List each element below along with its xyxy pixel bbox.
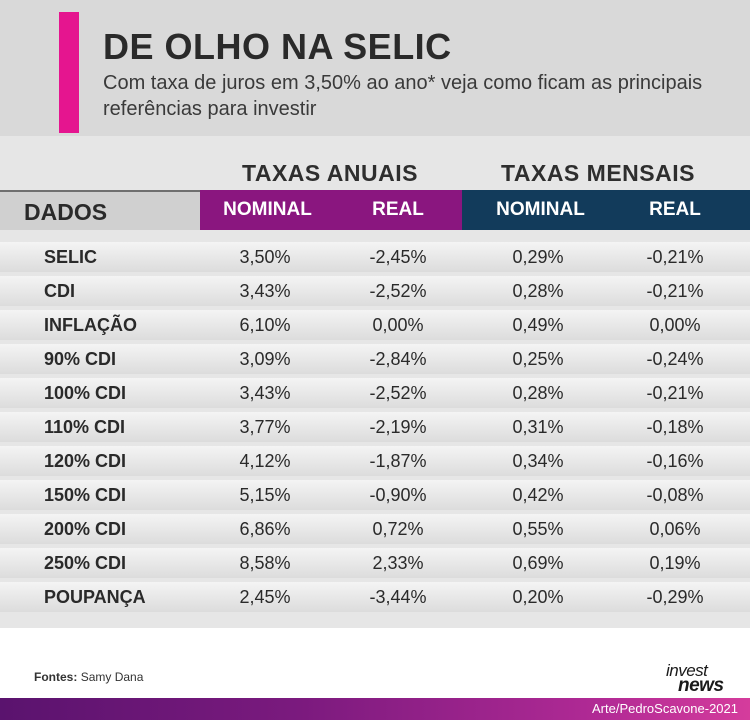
cell-mn: 0,34% bbox=[512, 451, 564, 471]
row-label: 250% CDI bbox=[44, 553, 127, 573]
row-label: POUPANÇA bbox=[44, 587, 146, 607]
cell-mr: -0,08% bbox=[646, 485, 704, 505]
cell-an: 8,58% bbox=[239, 553, 291, 573]
column-header-annual-real: REAL bbox=[372, 199, 424, 220]
row-band bbox=[0, 310, 750, 340]
column-header-annual-band bbox=[200, 190, 462, 230]
cell-an: 3,43% bbox=[239, 281, 291, 301]
cell-mr: -0,24% bbox=[646, 349, 704, 369]
cell-mr: 0,06% bbox=[649, 519, 701, 539]
sources-value: Samy Dana bbox=[80, 670, 144, 684]
row-label: 120% CDI bbox=[44, 451, 127, 471]
cell-mn: 0,28% bbox=[512, 383, 564, 403]
header-panel bbox=[0, 0, 750, 136]
column-header-monthly-real: REAL bbox=[649, 199, 701, 220]
row-label: 100% CDI bbox=[44, 383, 127, 403]
table-row: 150% CDI 5,15% -0,90% 0,42% -0,08% bbox=[0, 480, 750, 510]
row-band bbox=[0, 378, 750, 408]
row-band bbox=[0, 514, 750, 544]
cell-mr: 0,19% bbox=[649, 553, 701, 573]
column-header-dados: DADOS bbox=[0, 190, 200, 230]
cell-mr: -0,16% bbox=[646, 451, 704, 471]
row-band bbox=[0, 446, 750, 476]
cell-mr: -0,18% bbox=[646, 417, 704, 437]
cell-ar: 0,00% bbox=[372, 315, 424, 335]
sources-note: Fontes: Samy Dana bbox=[34, 670, 143, 684]
column-header-annual-nominal: NOMINAL bbox=[223, 199, 312, 220]
cell-mn: 0,55% bbox=[512, 519, 564, 539]
page-subtitle: Com taxa de juros em 3,50% ao ano* veja … bbox=[103, 72, 703, 120]
cell-mr: -0,21% bbox=[646, 383, 704, 403]
row-label: CDI bbox=[44, 281, 75, 301]
cell-mn: 0,29% bbox=[512, 247, 564, 267]
row-label: 150% CDI bbox=[44, 485, 127, 505]
table-row: 90% CDI 3,09% -2,84% 0,25% -0,24% bbox=[0, 344, 750, 374]
cell-mr: 0,00% bbox=[649, 315, 701, 335]
cell-mn: 0,69% bbox=[512, 553, 564, 573]
accent-bar bbox=[59, 12, 79, 133]
cell-mn: 0,49% bbox=[512, 315, 564, 335]
group-label-monthly: TAXAS MENSAIS bbox=[501, 160, 695, 186]
table-row: CDI 3,43% -2,52% 0,28% -0,21% bbox=[0, 276, 750, 306]
cell-mr: -0,21% bbox=[646, 247, 704, 267]
cell-ar: -2,52% bbox=[369, 383, 427, 403]
cell-ar: -2,52% bbox=[369, 281, 427, 301]
cell-an: 3,50% bbox=[239, 247, 291, 267]
row-band bbox=[0, 242, 750, 272]
row-label: 90% CDI bbox=[44, 349, 117, 369]
cell-mn: 0,28% bbox=[512, 281, 564, 301]
cell-mn: 0,42% bbox=[512, 485, 564, 505]
cell-ar: -1,87% bbox=[369, 451, 427, 471]
logo-line2: news bbox=[678, 675, 724, 696]
row-band bbox=[0, 548, 750, 578]
cell-ar: 2,33% bbox=[372, 553, 424, 573]
credit-bar: Arte/PedroScavone-2021 bbox=[0, 698, 750, 720]
table-row: 250% CDI 8,58% 2,33% 0,69% 0,19% bbox=[0, 548, 750, 578]
cell-mr: -0,21% bbox=[646, 281, 704, 301]
row-band bbox=[0, 344, 750, 374]
table-row: 120% CDI 4,12% -1,87% 0,34% -0,16% bbox=[0, 446, 750, 476]
column-header-monthly-band bbox=[462, 190, 750, 230]
cell-mr: -0,29% bbox=[646, 587, 704, 607]
cell-an: 2,45% bbox=[239, 587, 291, 607]
column-header-dados-label: DADOS bbox=[24, 199, 108, 225]
cell-ar: 0,72% bbox=[372, 519, 424, 539]
cell-mn: 0,31% bbox=[512, 417, 564, 437]
cell-an: 6,86% bbox=[239, 519, 291, 539]
row-band bbox=[0, 412, 750, 442]
table-row: INFLAÇÃO 6,10% 0,00% 0,49% 0,00% bbox=[0, 310, 750, 340]
cell-ar: -2,45% bbox=[369, 247, 427, 267]
row-band bbox=[0, 582, 750, 612]
cell-mn: 0,20% bbox=[512, 587, 564, 607]
cell-ar: -0,90% bbox=[369, 485, 427, 505]
cell-ar: -3,44% bbox=[369, 587, 427, 607]
cell-an: 3,43% bbox=[239, 383, 291, 403]
sources-label: Fontes: bbox=[34, 670, 78, 684]
cell-an: 3,77% bbox=[239, 417, 291, 437]
row-label: SELIC bbox=[44, 247, 98, 267]
credit-text: Arte/PedroScavone-2021 bbox=[592, 701, 738, 716]
cell-ar: -2,84% bbox=[369, 349, 427, 369]
table-row: 100% CDI 3,43% -2,52% 0,28% -0,21% bbox=[0, 378, 750, 408]
page-title: DE OLHO NA SELIC bbox=[103, 26, 452, 67]
cell-ar: -2,19% bbox=[369, 417, 427, 437]
row-label: 200% CDI bbox=[44, 519, 127, 539]
row-label: 110% CDI bbox=[44, 417, 126, 437]
table-row: 110% CDI 3,77% -2,19% 0,31% -0,18% bbox=[0, 412, 750, 442]
cell-an: 3,09% bbox=[239, 349, 291, 369]
row-band bbox=[0, 276, 750, 306]
table-row: 200% CDI 6,86% 0,72% 0,55% 0,06% bbox=[0, 514, 750, 544]
group-label-annual: TAXAS ANUAIS bbox=[242, 160, 418, 186]
table-row: SELIC 3,50% -2,45% 0,29% -0,21% bbox=[0, 242, 750, 272]
cell-mn: 0,25% bbox=[512, 349, 564, 369]
cell-an: 4,12% bbox=[239, 451, 291, 471]
cell-an: 5,15% bbox=[239, 485, 291, 505]
row-band bbox=[0, 480, 750, 510]
column-header-monthly-nominal: NOMINAL bbox=[496, 199, 585, 220]
investnews-logo: invest news bbox=[664, 661, 736, 696]
logo-line1: invest bbox=[666, 661, 708, 680]
table-row: POUPANÇA 2,45% -3,44% 0,20% -0,29% bbox=[0, 582, 750, 612]
row-label: INFLAÇÃO bbox=[44, 315, 137, 335]
cell-an: 6,10% bbox=[239, 315, 291, 335]
